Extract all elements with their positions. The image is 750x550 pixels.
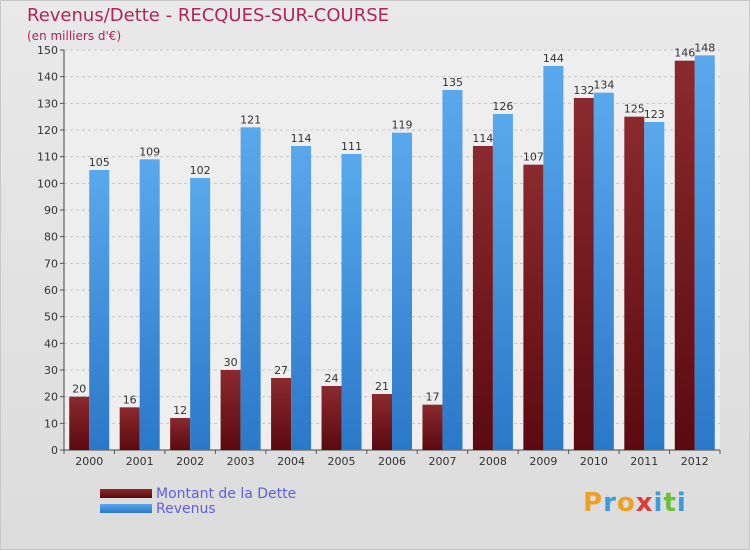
bar-debt <box>472 146 493 450</box>
data-label: 132 <box>573 84 594 97</box>
logo-letter: t <box>663 488 677 518</box>
data-label: 146 <box>674 47 695 60</box>
bar-debt <box>220 370 241 450</box>
legend-item-revenus: Revenus <box>100 500 296 517</box>
bar-revenus <box>240 127 261 450</box>
bar-debt <box>170 418 191 450</box>
bar-debt <box>119 407 140 450</box>
legend-item-debt: Montant de la Dette <box>100 485 297 502</box>
x-tick-label: 2004 <box>277 455 305 468</box>
y-tick-label: 130 <box>37 97 58 110</box>
bar-debt <box>271 378 292 450</box>
bar-revenus <box>291 146 312 450</box>
data-label: 102 <box>190 164 211 177</box>
bar-revenus <box>644 122 665 450</box>
logo-letter: i <box>676 488 687 518</box>
bar-debt <box>321 386 342 450</box>
data-label: 16 <box>123 393 137 406</box>
bar-debt <box>69 396 90 450</box>
x-tick-label: 2009 <box>529 455 557 468</box>
data-label: 105 <box>89 156 110 169</box>
data-label: 114 <box>291 132 312 145</box>
y-tick-label: 100 <box>37 177 58 190</box>
y-tick-label: 150 <box>37 44 58 57</box>
data-label: 125 <box>624 103 645 116</box>
chart-subtitle: (en milliers d'€) <box>27 29 122 43</box>
x-tick-label: 2002 <box>176 455 204 468</box>
data-label: 111 <box>341 140 362 153</box>
data-label: 148 <box>694 41 715 54</box>
proxiti-logo: Proxiti <box>583 488 687 518</box>
bar-revenus <box>392 132 412 450</box>
y-tick-label: 80 <box>44 231 58 244</box>
chart-legend: Montant de la Dette Revenus <box>100 485 297 517</box>
data-label: 21 <box>375 380 389 393</box>
legend-swatch-debt <box>100 489 152 498</box>
y-tick-label: 70 <box>44 257 58 270</box>
data-label: 123 <box>644 108 665 121</box>
x-tick-label: 2008 <box>479 455 507 468</box>
bar-revenus <box>341 154 362 450</box>
y-tick-label: 120 <box>37 124 58 137</box>
data-label: 30 <box>224 356 238 369</box>
logo-letter: x <box>635 488 654 518</box>
x-tick-label: 2007 <box>428 455 456 468</box>
logo-letter: r <box>603 488 617 518</box>
x-tick-label: 2005 <box>328 455 356 468</box>
data-label: 114 <box>472 132 493 145</box>
bar-revenus <box>593 92 614 451</box>
bar-revenus <box>190 178 211 450</box>
y-tick-label: 140 <box>37 71 58 84</box>
data-label: 24 <box>325 372 339 385</box>
data-label: 107 <box>523 151 544 164</box>
y-tick-label: 50 <box>44 311 58 324</box>
y-tick-label: 90 <box>44 204 58 217</box>
bar-debt <box>372 394 392 450</box>
data-label: 12 <box>173 404 187 417</box>
legend-swatch-revenus <box>100 504 152 513</box>
y-tick-label: 10 <box>44 417 58 430</box>
logo-letter: o <box>616 488 636 518</box>
data-label: 135 <box>442 76 463 89</box>
bar-revenus <box>139 159 160 451</box>
data-label: 27 <box>274 364 288 377</box>
y-tick-label: 20 <box>44 391 58 404</box>
x-tick-label: 2001 <box>126 455 154 468</box>
bar-revenus <box>89 170 110 450</box>
y-tick-label: 40 <box>44 337 58 350</box>
bar-debt <box>422 404 443 450</box>
y-tick-label: 110 <box>37 151 58 164</box>
x-tick-label: 2012 <box>681 455 709 468</box>
data-label: 126 <box>492 100 513 113</box>
bar-revenus <box>543 66 564 450</box>
y-tick-label: 0 <box>51 444 58 457</box>
logo-letter: i <box>653 488 664 518</box>
data-label: 20 <box>72 383 86 396</box>
bar-debt <box>573 98 594 450</box>
logo-letter: P <box>583 488 604 518</box>
x-tick-label: 2006 <box>378 455 406 468</box>
bar-revenus <box>442 90 463 450</box>
bar-debt <box>624 116 645 451</box>
x-tick-label: 2000 <box>75 455 103 468</box>
data-label: 121 <box>240 113 261 126</box>
y-tick-label: 60 <box>44 284 58 297</box>
data-label: 134 <box>593 79 614 92</box>
data-label: 144 <box>543 52 564 65</box>
data-label: 17 <box>425 391 439 404</box>
bar-revenus <box>492 114 513 450</box>
legend-label-debt: Montant de la Dette <box>156 485 297 502</box>
data-label: 119 <box>392 119 413 132</box>
chart-title: Revenus/Dette - RECQUES-SUR-COURSE <box>27 5 389 26</box>
bar-debt <box>674 60 695 451</box>
data-label: 109 <box>139 145 160 158</box>
bar-revenus <box>694 55 715 450</box>
legend-label-revenus: Revenus <box>156 500 216 517</box>
x-tick-label: 2003 <box>227 455 255 468</box>
x-tick-label: 2010 <box>580 455 608 468</box>
bar-debt <box>523 164 544 450</box>
y-tick-label: 30 <box>44 364 58 377</box>
x-tick-label: 2011 <box>630 455 658 468</box>
